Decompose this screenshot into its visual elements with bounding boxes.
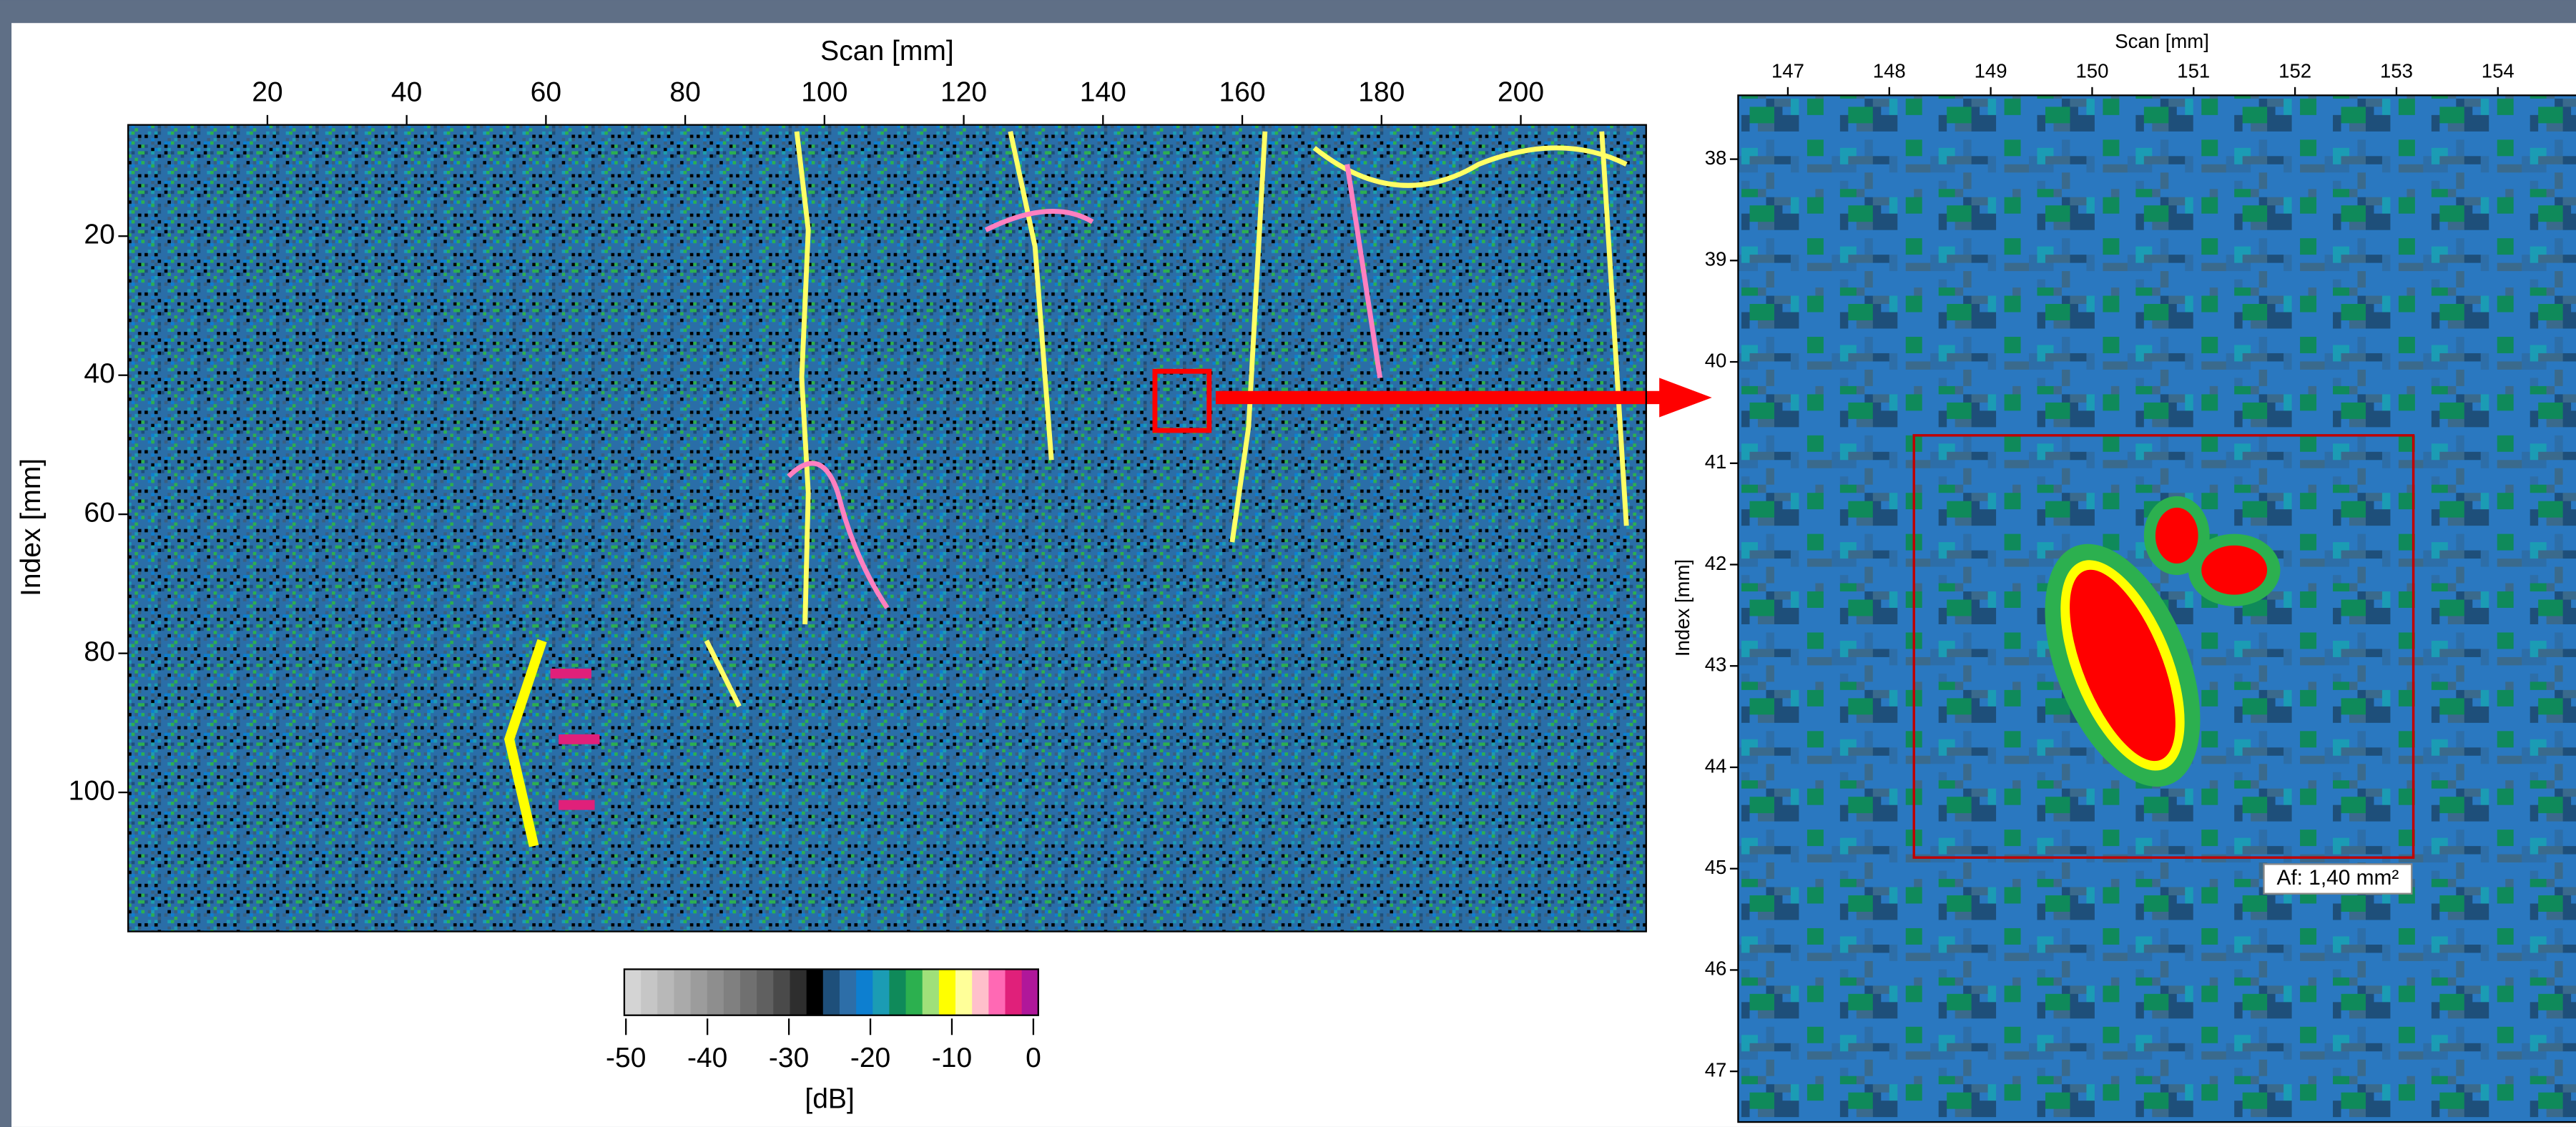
y-tick-label: 39 (1705, 248, 1727, 270)
colorbar-swatch (790, 969, 807, 1015)
colorbar-swatch (624, 969, 641, 1015)
x-tick-label: 151 (2177, 59, 2210, 82)
colorbar-swatch (889, 969, 907, 1015)
colorbar-swatch (938, 969, 956, 1015)
y-tick-label: 45 (1705, 856, 1727, 878)
zoom-region (1152, 368, 1212, 433)
zoom-indication (2045, 496, 2281, 787)
colorbar-swatch (674, 969, 692, 1015)
y-tick-label: 43 (1705, 654, 1727, 676)
zoom-y-axis-title: Index [mm] (1671, 559, 1693, 656)
indications (503, 131, 1629, 847)
colorbar-swatch (839, 969, 857, 1015)
x-tick-label: 120 (940, 77, 987, 107)
x-tick-label: 150 (2075, 59, 2108, 82)
colorbar-swatch (905, 969, 923, 1015)
colorbar-swatch (723, 969, 741, 1015)
colorbar-tick-label: -10 (932, 1043, 972, 1073)
colorbar-swatch (740, 969, 757, 1015)
x-tick-label: 60 (531, 77, 561, 107)
area-annotation: Af: 1,40 mm² (2276, 866, 2399, 890)
x-tick-label: 149 (1975, 59, 2007, 82)
colorbar-tick-label: -50 (606, 1043, 646, 1073)
zoom-plot-border (1737, 94, 2576, 1123)
colorbar-swatch (773, 969, 791, 1015)
colorbar-swatch (822, 969, 840, 1015)
colorbar-swatch (757, 969, 775, 1015)
x-tick-label: 80 (669, 77, 700, 107)
colorbar-swatch (641, 969, 658, 1015)
x-tick-label: 148 (1873, 59, 1906, 82)
y-tick-label: 47 (1705, 1058, 1727, 1081)
annotation-box (2263, 863, 2413, 895)
colorbar-swatch (922, 969, 940, 1015)
colorbar-swatch (972, 969, 990, 1015)
colorbar-label: [dB] (805, 1083, 854, 1114)
colorbar-swatch (806, 969, 824, 1015)
colorbar-swatch (872, 969, 890, 1015)
y-tick-label: 20 (84, 220, 114, 250)
colorbar-swatch (690, 969, 708, 1015)
x-tick-label: 100 (801, 77, 847, 107)
colorbar-swatch (657, 969, 675, 1015)
x-tick-label: 160 (1219, 77, 1265, 107)
y-axis-title: Index [mm] (16, 458, 46, 596)
colorbar-tick-label: -40 (687, 1043, 727, 1073)
colorbar-swatch (1021, 969, 1039, 1015)
x-tick-label: 200 (1498, 77, 1544, 107)
x-tick-label: 153 (2380, 59, 2413, 82)
colorbar-tick-label: 0 (1026, 1043, 1041, 1073)
colorbar-border (623, 968, 1039, 1016)
y-tick-label: 44 (1705, 754, 1727, 777)
x-axis-title: Scan [mm] (820, 36, 954, 67)
heatmap-texture (128, 124, 1646, 932)
zoom-arrow-head (1659, 378, 1712, 418)
colorbar-tick-label: -20 (850, 1043, 890, 1073)
colorbar-swatch (856, 969, 873, 1015)
colorbar-tick-label: -30 (769, 1043, 809, 1073)
y-tick-label: 60 (84, 497, 114, 528)
y-tick-label: 41 (1705, 451, 1727, 473)
plot-border (127, 124, 1647, 932)
y-tick-label: 42 (1705, 552, 1727, 574)
y-tick-label: 100 (69, 775, 115, 806)
colorbar-swatch (707, 969, 724, 1015)
colorbar-swatch (955, 969, 973, 1015)
y-tick-label: 46 (1705, 958, 1727, 980)
y-tick-label: 80 (84, 636, 114, 667)
x-tick-label: 154 (2482, 59, 2514, 82)
colorbar-swatch (1005, 969, 1023, 1015)
y-tick-label: 40 (84, 358, 114, 389)
y-tick-label: 40 (1705, 349, 1727, 371)
y-tick-label: 38 (1705, 147, 1727, 169)
x-tick-label: 147 (1771, 59, 1804, 82)
measure-region (1912, 434, 2415, 859)
zoom-x-axis-title: Scan [mm] (2115, 30, 2209, 52)
x-tick-label: 20 (252, 77, 282, 107)
x-tick-label: 152 (2278, 59, 2311, 82)
x-tick-label: 180 (1358, 77, 1405, 107)
x-tick-label: 140 (1080, 77, 1126, 107)
colorbar-swatch (988, 969, 1006, 1015)
x-tick-label: 40 (391, 77, 422, 107)
